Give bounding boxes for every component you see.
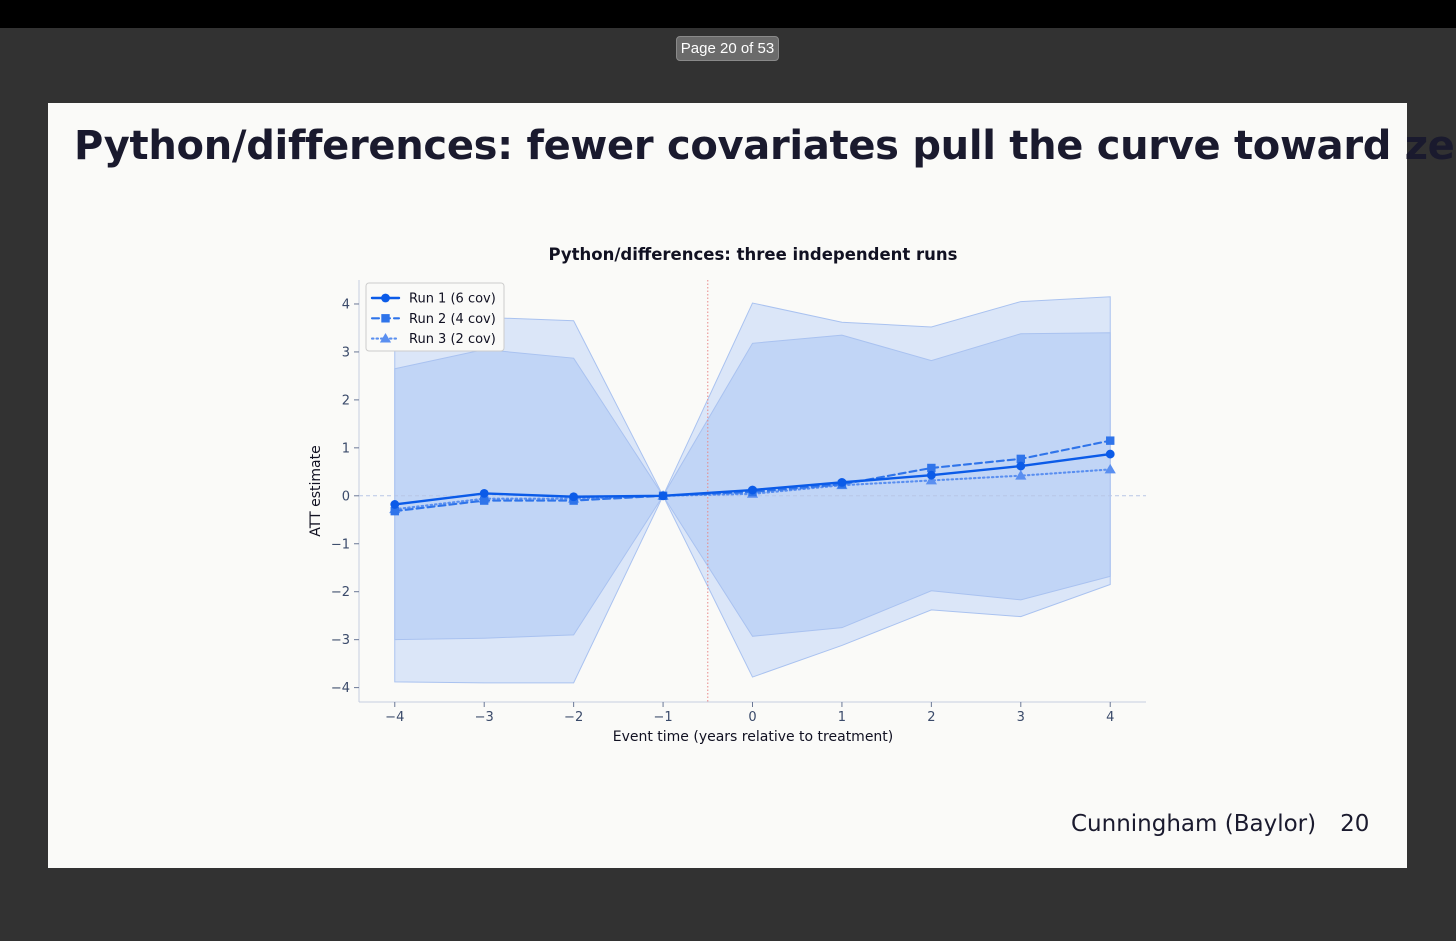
data-point [1016,461,1026,471]
y-tick-label: −3 [331,633,350,648]
data-point [926,470,936,480]
series-circle [390,449,1115,509]
slide-footer: Cunningham (Baylor) 20 [1071,811,1369,837]
page-indicator: Page 20 of 53 [676,36,779,61]
legend-label: Run 1 (6 cov) [409,292,496,307]
data-point [1104,463,1116,474]
x-axis-label: Event time (years relative to treatment) [613,729,894,745]
slide: Python/differences: fewer covariates pul… [48,103,1456,868]
x-tick-label: −2 [564,710,583,725]
chart-title: Python/differences: three independent ru… [548,245,957,264]
y-tick-label: −2 [331,585,350,600]
x-tick-label: 1 [838,710,846,725]
data-point [480,496,489,505]
x-tick-label: 3 [1017,710,1025,725]
data-point [1015,470,1027,480]
y-tick-label: 3 [342,345,350,360]
footer-author: Cunningham (Baylor) [1071,811,1317,837]
y-tick-label: 0 [342,489,350,504]
x-tick-label: −4 [385,710,404,725]
data-point [1105,449,1115,459]
legend-marker [381,293,390,303]
chart-axes: −4 −3 −2 −1 0 1 2 3 4 −4 −3 −2 −1 0 1 2 3 4 [331,280,1146,725]
y-tick-label: 1 [342,441,350,456]
data-point [569,492,579,502]
x-tick-label: 0 [748,710,756,725]
y-tick-label: −4 [331,681,350,696]
data-point [837,477,847,487]
legend-label: Run 3 (2 cov) [409,332,496,347]
event-study-chart: Python/differences: three independent ru… [308,245,1146,745]
data-point [927,463,936,473]
footer-page-number: 20 [1340,811,1370,837]
data-point [1106,436,1115,445]
series-line [393,468,1112,511]
data-point [390,506,399,516]
data-series [389,436,1116,516]
data-point [1016,454,1025,464]
x-tick-label: −1 [653,710,672,725]
data-point [658,491,668,501]
y-tick-label: 2 [342,393,350,408]
y-axis-label: ATT estimate [308,445,324,536]
y-tick-label: 4 [342,297,350,312]
legend-frame [365,282,505,352]
legend-marker [379,333,392,343]
legend-marker [381,314,390,323]
x-tick-label: 4 [1106,710,1114,725]
chart-legend: Run 1 (6 cov) Run 2 (4 cov) Run 3 (2 cov) [365,282,505,352]
legend-label: Run 2 (4 cov) [409,312,496,327]
data-point [479,488,489,498]
slide-title: Python/differences: fewer covariates pul… [74,123,1456,169]
data-point [748,485,757,495]
viewer-top-bar [0,0,1456,28]
x-tick-label: −3 [475,710,494,725]
data-point [390,500,400,509]
data-point [925,474,937,485]
y-tick-label: −1 [331,537,350,552]
x-tick-label: 2 [927,710,935,725]
legend-items: Run 1 (6 cov) Run 2 (4 cov) Run 3 (2 cov) [370,292,496,347]
